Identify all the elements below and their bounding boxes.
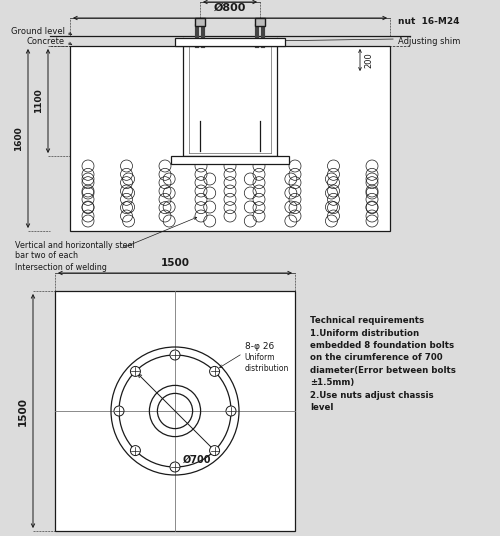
Circle shape	[170, 462, 180, 472]
Circle shape	[114, 406, 124, 416]
Circle shape	[170, 350, 180, 360]
Circle shape	[226, 406, 236, 416]
Text: Ø800: Ø800	[214, 3, 246, 13]
Bar	[255, 18, 265, 26]
Circle shape	[210, 367, 220, 376]
Text: 1600: 1600	[14, 126, 23, 151]
Text: 200: 200	[364, 52, 373, 68]
Circle shape	[130, 445, 140, 456]
Text: 8-φ 26: 8-φ 26	[244, 343, 274, 352]
Circle shape	[210, 445, 220, 456]
Text: Concrete: Concrete	[27, 38, 65, 47]
Text: Technical requirements
1.Uniform distribution
embedded 8 foundation bolts
on the: Technical requirements 1.Uniform distrib…	[310, 316, 456, 413]
Circle shape	[130, 367, 140, 376]
Bar	[55, 291, 295, 531]
Text: Adjusting shim: Adjusting shim	[398, 36, 460, 46]
Bar	[175, 38, 285, 46]
Text: 1500: 1500	[160, 258, 190, 268]
Text: 1500: 1500	[18, 397, 28, 426]
Bar	[171, 156, 289, 164]
Bar	[195, 18, 205, 26]
Text: Vertical and horizontally steel
bar two of each: Vertical and horizontally steel bar two …	[15, 241, 135, 260]
Text: nut  16-M24: nut 16-M24	[398, 17, 460, 26]
Text: Uniform
distribution: Uniform distribution	[244, 353, 289, 373]
Text: Ø700: Ø700	[183, 455, 212, 465]
Text: Ground level: Ground level	[11, 27, 65, 36]
Bar	[70, 46, 390, 231]
Text: Intersection of welding: Intersection of welding	[15, 263, 107, 272]
Text: 1100: 1100	[34, 88, 43, 114]
